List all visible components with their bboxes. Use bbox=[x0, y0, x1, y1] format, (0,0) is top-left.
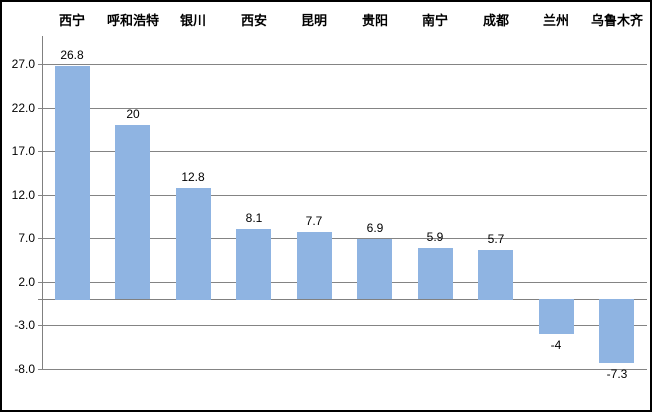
y-axis-tick-label: 7.0 bbox=[18, 231, 35, 245]
category-label-南宁: 南宁 bbox=[421, 13, 448, 28]
y-axis-tick-label: 12.0 bbox=[11, 188, 35, 202]
y-axis-tick-label: 22.0 bbox=[11, 101, 35, 115]
category-label-成都: 成都 bbox=[482, 13, 509, 28]
x-axis-line bbox=[38, 299, 647, 300]
bar-西安 bbox=[236, 229, 271, 300]
y-axis-tick-label: 2.0 bbox=[18, 275, 35, 289]
bar-银川 bbox=[176, 188, 211, 300]
bar-乌鲁木齐 bbox=[599, 299, 634, 363]
y-axis-line bbox=[42, 36, 43, 369]
value-label-乌鲁木齐: -7.3 bbox=[606, 367, 628, 381]
value-label-南宁: 5.9 bbox=[426, 230, 444, 244]
y-gridline bbox=[38, 64, 647, 65]
value-label-西宁: 26.8 bbox=[60, 48, 84, 62]
category-label-贵阳: 贵阳 bbox=[361, 13, 388, 28]
bar-西宁 bbox=[55, 66, 90, 300]
category-label-西宁: 西宁 bbox=[58, 13, 85, 28]
y-axis-tick-label: 17.0 bbox=[11, 144, 35, 158]
category-label-银川: 银川 bbox=[179, 13, 206, 28]
bar-昆明 bbox=[297, 232, 332, 299]
value-label-昆明: 7.7 bbox=[305, 214, 323, 228]
category-label-乌鲁木齐: 乌鲁木齐 bbox=[590, 13, 643, 28]
bar-南宁 bbox=[418, 248, 453, 299]
y-axis-tick-label: -3.0 bbox=[14, 318, 35, 332]
bar-呼和浩特 bbox=[115, 125, 150, 299]
y-axis-tick-label: -8.0 bbox=[14, 362, 35, 376]
value-label-兰州: -4 bbox=[550, 338, 562, 352]
category-label-兰州: 兰州 bbox=[542, 13, 569, 28]
value-label-银川: 12.8 bbox=[181, 170, 205, 184]
category-label-西安: 西安 bbox=[240, 13, 267, 28]
category-label-昆明: 昆明 bbox=[300, 13, 327, 28]
bar-贵阳 bbox=[357, 239, 392, 299]
y-axis-tick-label: 27.0 bbox=[11, 57, 35, 71]
y-gridline bbox=[38, 369, 647, 370]
category-label-呼和浩特: 呼和浩特 bbox=[106, 13, 159, 28]
bar-兰州 bbox=[539, 299, 574, 334]
value-label-成都: 5.7 bbox=[487, 232, 505, 246]
bar-成都 bbox=[478, 250, 513, 300]
value-label-西安: 8.1 bbox=[245, 211, 263, 225]
value-label-贵阳: 6.9 bbox=[366, 221, 384, 235]
value-label-呼和浩特: 20 bbox=[126, 107, 140, 121]
